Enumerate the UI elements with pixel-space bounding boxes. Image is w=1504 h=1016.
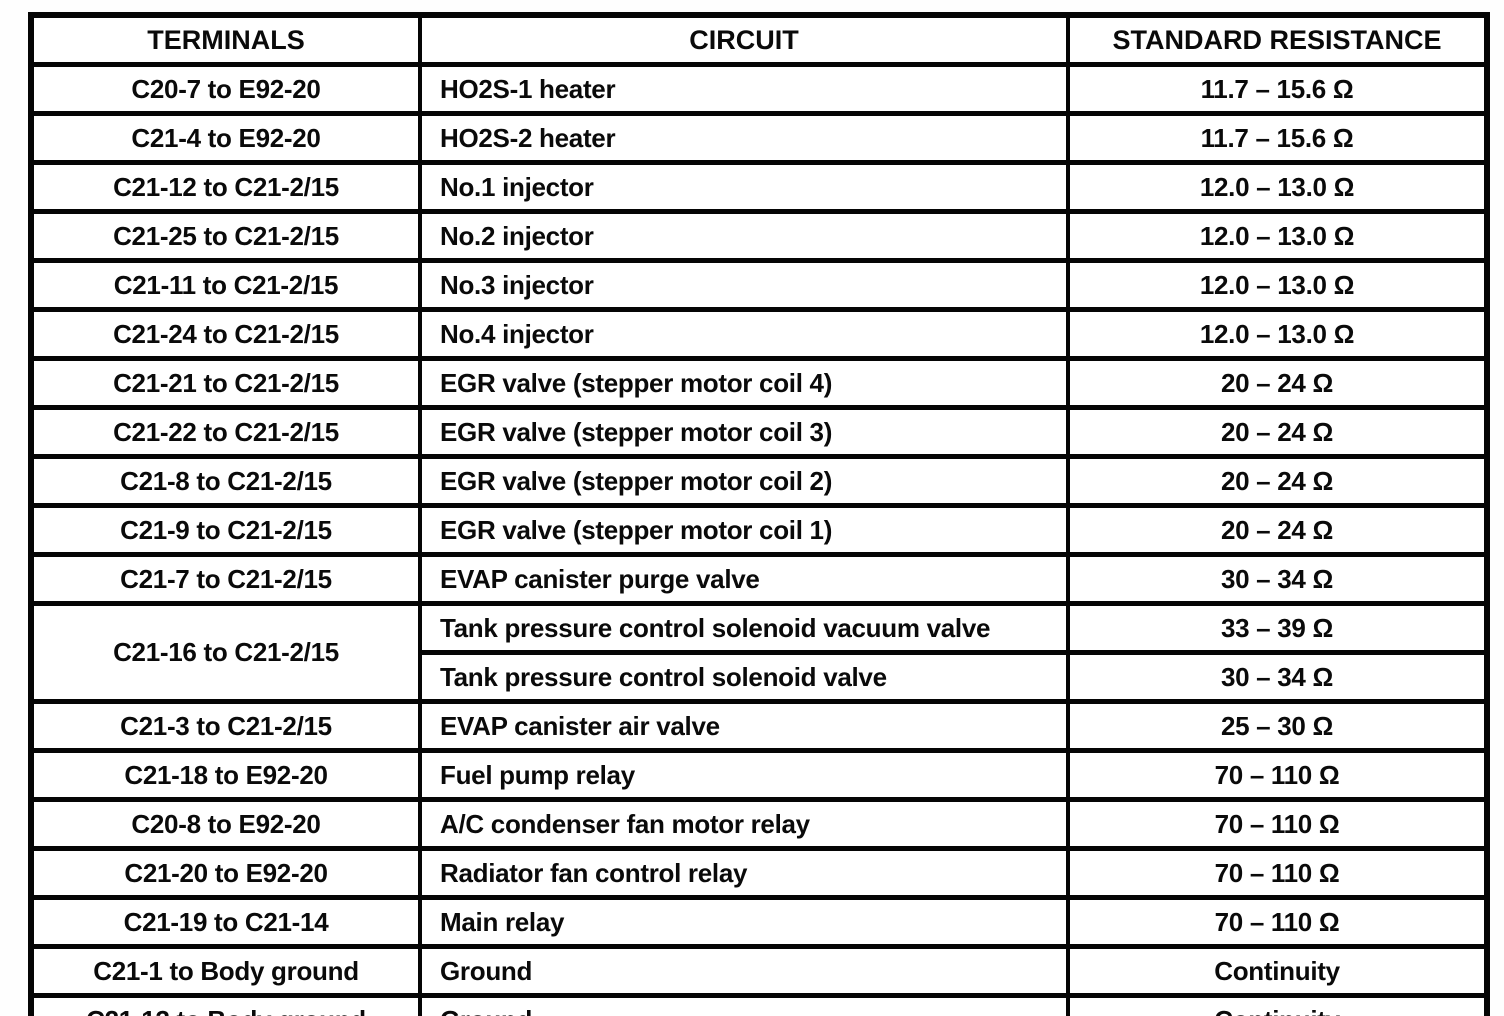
cell-resistance: 12.0 – 13.0 Ω — [1066, 209, 1489, 263]
cell-terminals: C21-25 to C21-2/15 — [29, 209, 422, 263]
cell-resistance: 30 – 34 Ω — [1066, 650, 1489, 704]
cell-resistance: 20 – 24 Ω — [1066, 356, 1489, 410]
cell-terminals: C21-3 to C21-2/15 — [29, 699, 422, 753]
column-header-circuit: CIRCUIT — [418, 12, 1070, 67]
cell-terminals: C21-18 to E92-20 — [29, 748, 422, 802]
table-row: C21-16 to C21-2/15 Tank pressure control … — [29, 601, 1489, 704]
cell-terminals: C21-20 to E92-20 — [29, 846, 422, 900]
table-row: C21-18 to E92-20 Fuel pump relay 70 – 110 … — [29, 748, 1489, 802]
cell-resistance: 11.7 – 15.6 Ω — [1066, 62, 1489, 116]
cell-circuit: EGR valve (stepper motor coil 1) — [418, 503, 1070, 557]
cell-terminals: C21-12 to C21-2/15 — [29, 160, 422, 214]
cell-circuit: No.4 injector — [418, 307, 1070, 361]
cell-terminals: C20-7 to E92-20 — [29, 62, 422, 116]
cell-resistance: 70 – 110 Ω — [1066, 797, 1489, 851]
cell-terminals: C21-4 to E92-20 — [29, 111, 422, 165]
table-row: C21-25 to C21-2/15 No.2 injector 12.0 – 13… — [29, 209, 1489, 263]
cell-circuit: HO2S-2 heater — [418, 111, 1070, 165]
table-row: C21-9 to C21-2/15 EGR valve (stepper moto… — [29, 503, 1489, 557]
table-row: C21-21 to C21-2/15 EGR valve (stepper mot… — [29, 356, 1489, 410]
table-row: C21-3 to C21-2/15 EVAP canister air valve… — [29, 699, 1489, 753]
cell-terminals: C21-1 to Body ground — [29, 944, 422, 998]
cell-circuit: EVAP canister air valve — [418, 699, 1070, 753]
cell-resistance: 12.0 – 13.0 Ω — [1066, 258, 1489, 312]
cell-terminals: C21-22 to C21-2/15 — [29, 405, 422, 459]
cell-terminals: C21-21 to C21-2/15 — [29, 356, 422, 410]
table-row: C21-1 to Body ground Ground Continuity — [29, 944, 1489, 998]
cell-resistance: 12.0 – 13.0 Ω — [1066, 160, 1489, 214]
cell-circuit: Ground — [418, 944, 1070, 998]
table-row: C21-4 to E92-20 HO2S-2 heater 11.7 – 15.6 … — [29, 111, 1489, 165]
cell-terminals: C21-16 to C21-2/15 — [29, 601, 422, 704]
cell-circuit: Tank pressure control solenoid valve — [418, 650, 1070, 704]
table-row: Tank pressure control solenoid valve 30 –… — [31, 650, 1489, 704]
table-header: TERMINALS CIRCUIT STANDARD RESISTANCE — [29, 12, 1489, 67]
cell-circuit: A/C condenser fan motor relay — [418, 797, 1070, 851]
cell-resistance: 11.7 – 15.6 Ω — [1066, 111, 1489, 165]
cell-circuit: Radiator fan control relay — [418, 846, 1070, 900]
cell-circuit: Main relay — [418, 895, 1070, 949]
cell-circuit: EGR valve (stepper motor coil 2) — [418, 454, 1070, 508]
cell-resistance: 12.0 – 13.0 Ω — [1066, 307, 1489, 361]
column-header-terminals: TERMINALS — [29, 12, 422, 67]
cell-circuit: Ground — [418, 993, 1070, 1016]
resistance-spec-table: TERMINALS CIRCUIT STANDARD RESISTANCE C20-… — [28, 12, 1490, 1016]
cell-resistance: Continuity — [1066, 993, 1489, 1016]
cell-circuit: EVAP canister purge valve — [418, 552, 1070, 606]
cell-circuit: No.2 injector — [418, 209, 1070, 263]
cell-resistance: 70 – 110 Ω — [1066, 748, 1489, 802]
table-body: C20-7 to E92-20 HO2S-1 heater 11.7 – 15.6 … — [29, 62, 1489, 1016]
table-row: C21-19 to C21-14 Main relay 70 – 110 Ω — [29, 895, 1489, 949]
cell-resistance: 30 – 34 Ω — [1066, 552, 1489, 606]
cell-resistance: Continuity — [1066, 944, 1489, 998]
cell-circuit: No.1 injector — [418, 160, 1070, 214]
cell-terminals: C21-7 to C21-2/15 — [29, 552, 422, 606]
cell-circuit: EGR valve (stepper motor coil 3) — [418, 405, 1070, 459]
cell-circuit: Fuel pump relay — [418, 748, 1070, 802]
cell-terminals: C21-9 to C21-2/15 — [29, 503, 422, 557]
column-header-resistance: STANDARD RESISTANCE — [1066, 12, 1489, 67]
cell-circuit: No.3 injector — [418, 258, 1070, 312]
table-row: C21-22 to C21-2/15 EGR valve (stepper mot… — [29, 405, 1489, 459]
cell-resistance: 33 – 39 Ω — [1066, 601, 1489, 655]
cell-terminals: C21-24 to C21-2/15 — [29, 307, 422, 361]
table-row: C21-8 to C21-2/15 EGR valve (stepper moto… — [29, 454, 1489, 508]
cell-circuit: Tank pressure control solenoid vacuum va… — [418, 601, 1070, 655]
table-row: C20-8 to E92-20 A/C condenser fan motor r… — [29, 797, 1489, 851]
cell-terminals: C21-11 to C21-2/15 — [29, 258, 422, 312]
table-header-row: TERMINALS CIRCUIT STANDARD RESISTANCE — [29, 12, 1489, 67]
cell-resistance: 20 – 24 Ω — [1066, 405, 1489, 459]
cell-resistance: 70 – 110 Ω — [1066, 895, 1489, 949]
cell-resistance: 25 – 30 Ω — [1066, 699, 1489, 753]
table-row: C21-24 to C21-2/15 No.4 injector 12.0 – 13… — [29, 307, 1489, 361]
table-row: C21-12 to C21-2/15 No.1 injector 12.0 – 13… — [29, 160, 1489, 214]
cell-circuit: EGR valve (stepper motor coil 4) — [418, 356, 1070, 410]
table-row: C21-7 to C21-2/15 EVAP canister purge val… — [29, 552, 1489, 606]
cell-circuit: HO2S-1 heater — [418, 62, 1070, 116]
table-row: C21-20 to E92-20 Radiator fan control rel… — [29, 846, 1489, 900]
cell-terminals: C21-19 to C21-14 — [29, 895, 422, 949]
cell-resistance: 20 – 24 Ω — [1066, 503, 1489, 557]
table-row: C20-7 to E92-20 HO2S-1 heater 11.7 – 15.6 … — [29, 62, 1489, 116]
cell-terminals: C20-8 to E92-20 — [29, 797, 422, 851]
cell-terminals: C21-13 to Body ground — [29, 993, 422, 1016]
cell-terminals: C21-8 to C21-2/15 — [29, 454, 422, 508]
cell-resistance: 70 – 110 Ω — [1066, 846, 1489, 900]
cell-resistance: 20 – 24 Ω — [1066, 454, 1489, 508]
table-row: C21-11 to C21-2/15 No.3 injector 12.0 – 13… — [29, 258, 1489, 312]
